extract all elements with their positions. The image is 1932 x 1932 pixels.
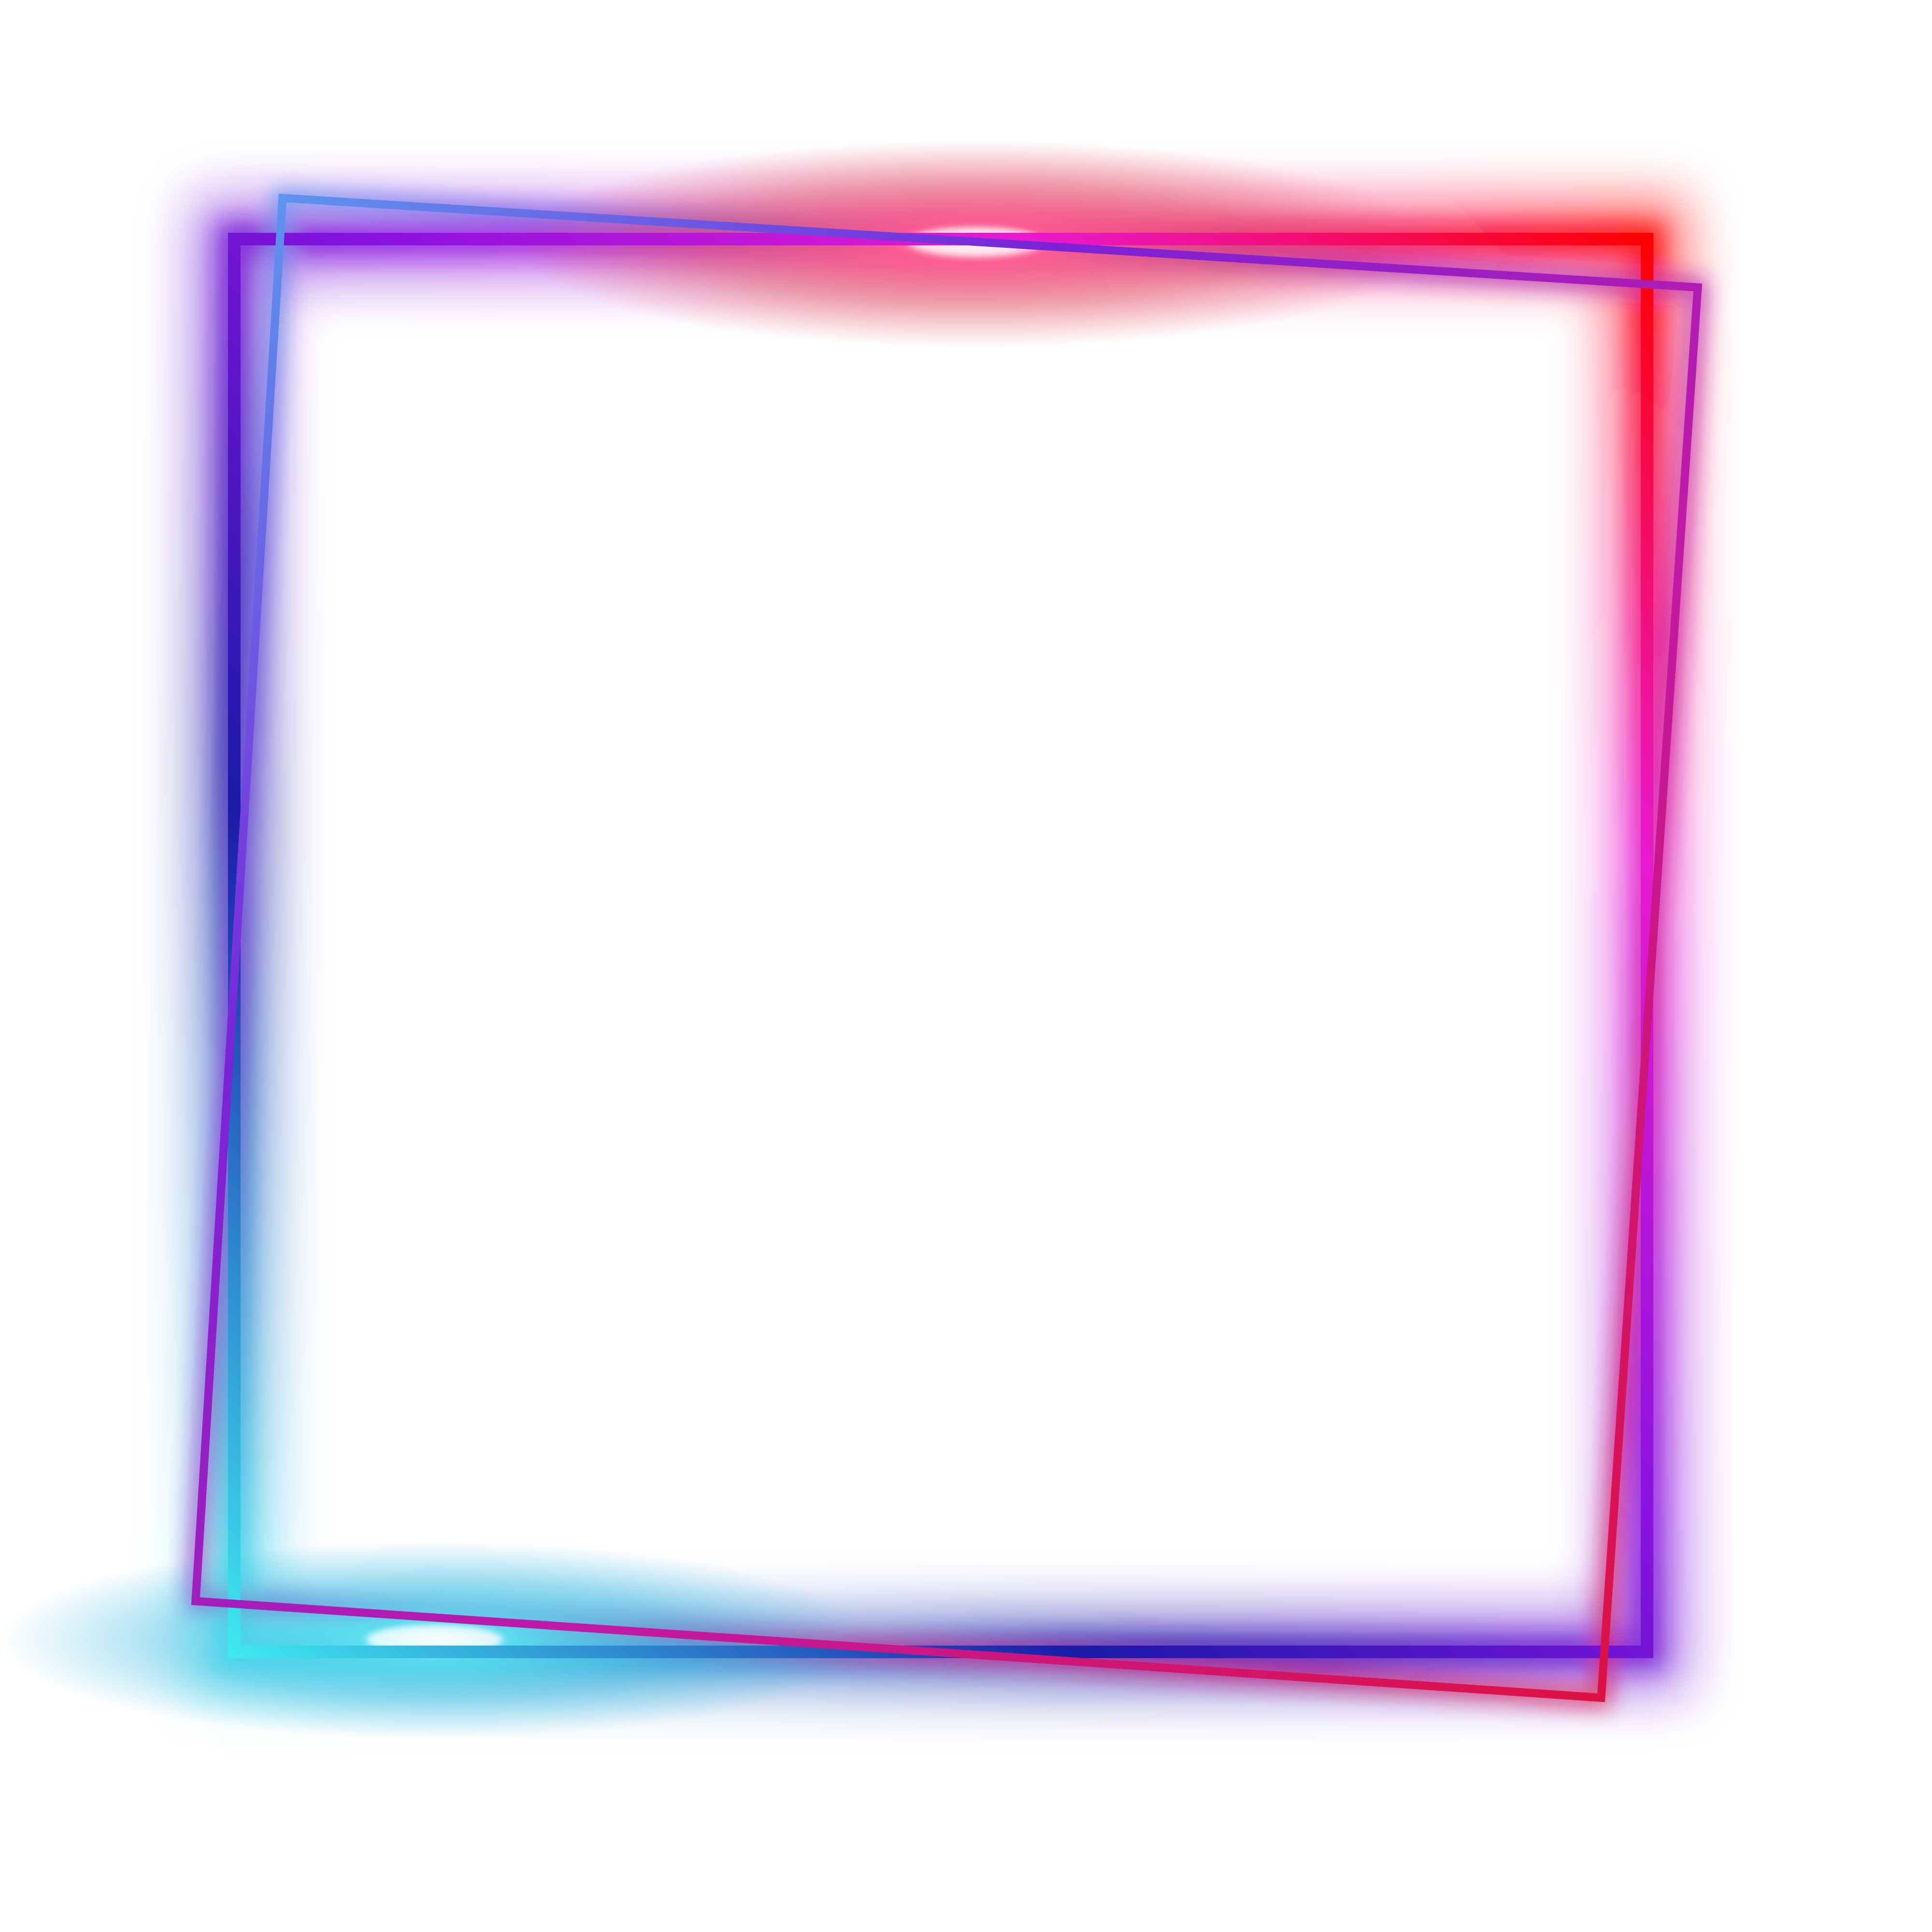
tilted-frame (191, 193, 1703, 1703)
